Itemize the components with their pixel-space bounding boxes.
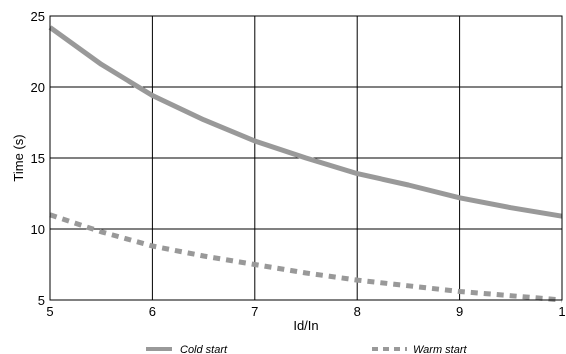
legend-label-cold-start: Cold start bbox=[180, 344, 228, 354]
x-tick-label: 6 bbox=[149, 304, 156, 319]
x-tick-label: 1 bbox=[558, 304, 565, 319]
y-tick-label: 15 bbox=[31, 151, 45, 166]
y-axis-label: Time (s) bbox=[11, 134, 26, 181]
y-tick-label: 25 bbox=[31, 9, 45, 24]
series-group bbox=[48, 25, 563, 303]
plot-frame bbox=[49, 15, 563, 301]
y-tick-label: 10 bbox=[31, 222, 45, 237]
y-tick-labels: 5 10 15 20 25 bbox=[31, 9, 45, 308]
series-line-cold-start bbox=[48, 25, 563, 219]
x-axis-label: Id/In bbox=[293, 318, 318, 333]
y-tick-label: 20 bbox=[31, 80, 45, 95]
legend-label-warm-start: Warm start bbox=[413, 344, 468, 354]
x-tick-label: 5 bbox=[46, 304, 53, 319]
series-line-warm-start bbox=[49, 212, 563, 303]
x-tick-label: 7 bbox=[251, 304, 258, 319]
x-tick-label: 8 bbox=[354, 304, 361, 319]
x-tick-label: 9 bbox=[456, 304, 463, 319]
legend: Cold start Warm start bbox=[146, 344, 468, 354]
y-tick-label: 5 bbox=[38, 293, 45, 308]
x-tick-labels: 5 6 7 8 9 1 bbox=[46, 304, 565, 319]
